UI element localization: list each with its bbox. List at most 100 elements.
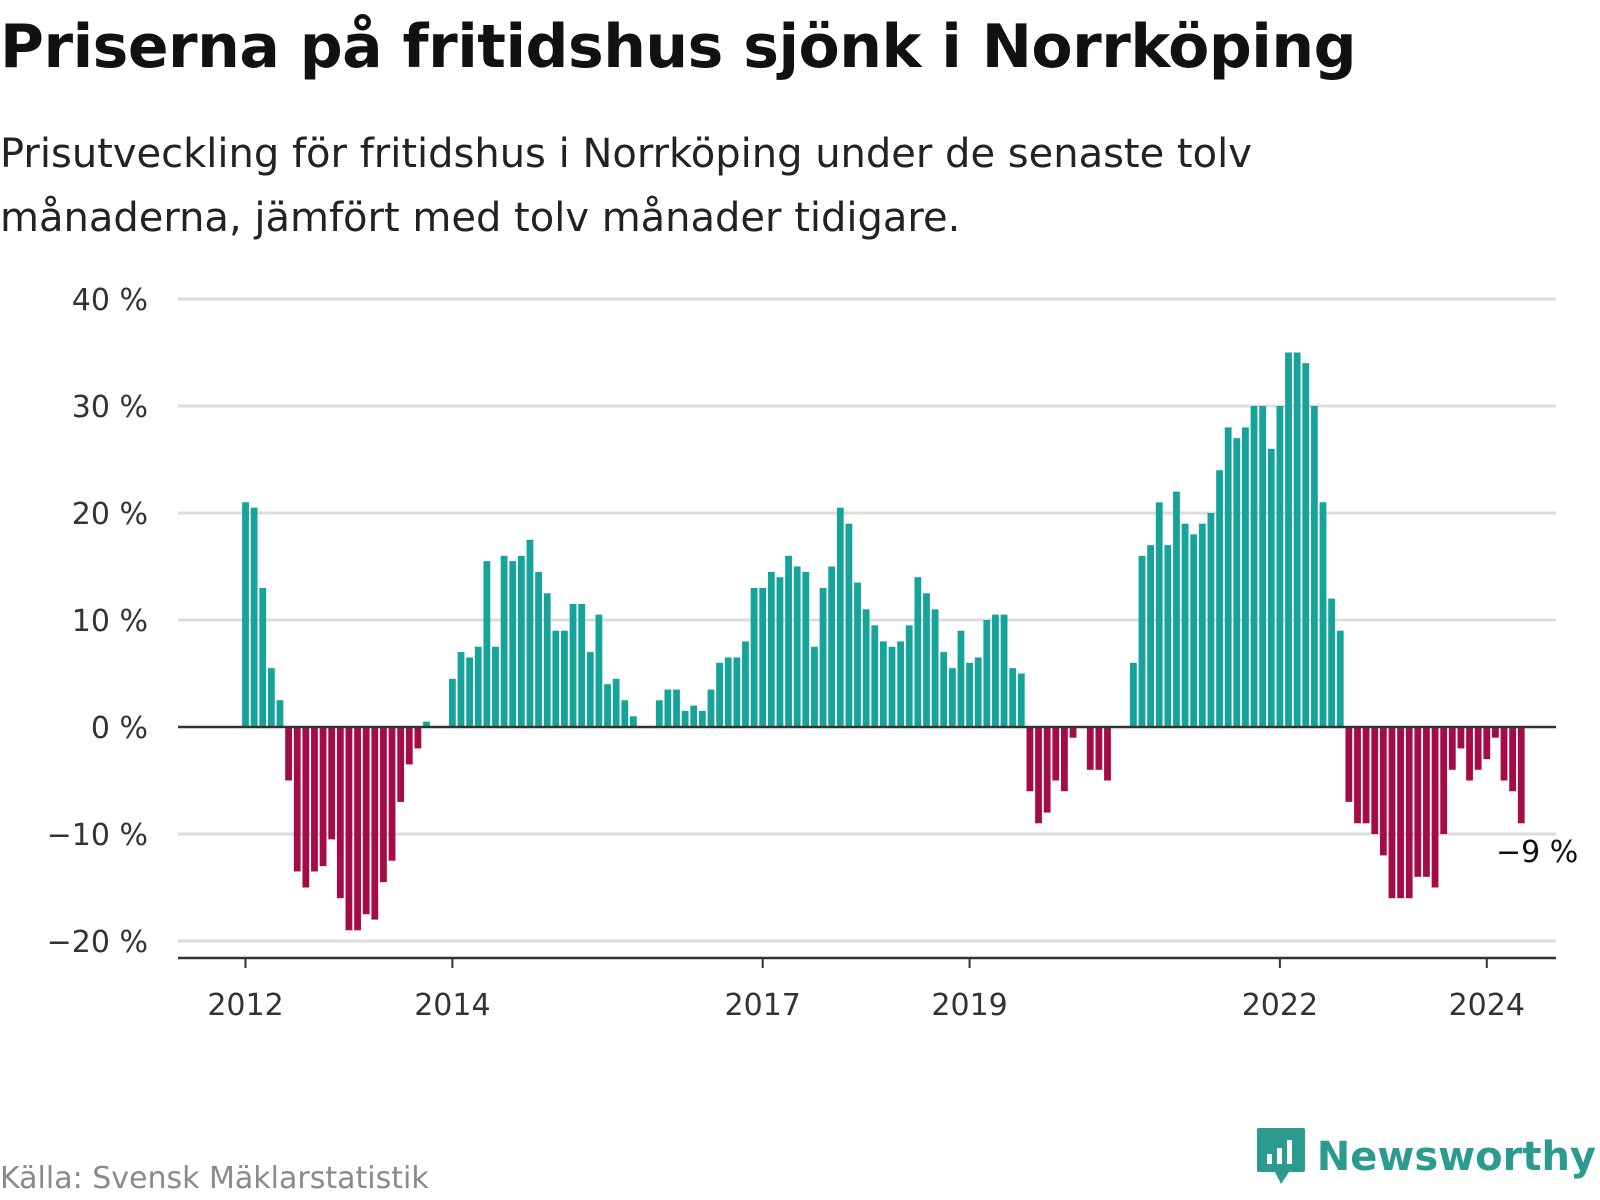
x-tick-label: 2019 bbox=[931, 988, 1007, 1023]
bar bbox=[828, 566, 836, 727]
bar bbox=[293, 727, 301, 872]
bar bbox=[1310, 406, 1318, 727]
bar bbox=[586, 652, 594, 727]
bar bbox=[785, 555, 792, 727]
bar bbox=[879, 641, 887, 727]
bar bbox=[1190, 534, 1198, 727]
y-tick-label: 40 % bbox=[72, 283, 148, 318]
bar bbox=[673, 689, 680, 727]
bar bbox=[716, 662, 723, 727]
bar bbox=[1500, 727, 1508, 781]
bar bbox=[1052, 727, 1060, 781]
y-tick-label: 30 % bbox=[72, 390, 148, 425]
bar bbox=[1440, 727, 1448, 834]
x-tick-label: 2022 bbox=[1242, 988, 1318, 1023]
bar bbox=[1285, 352, 1292, 727]
bar bbox=[345, 727, 353, 931]
bar bbox=[552, 630, 560, 727]
bar bbox=[802, 571, 810, 727]
bar bbox=[1362, 727, 1370, 824]
bar bbox=[1095, 727, 1103, 770]
bar bbox=[1414, 727, 1422, 877]
bar bbox=[914, 577, 922, 727]
bar bbox=[621, 700, 629, 727]
bar bbox=[569, 603, 577, 727]
x-tick-label: 2012 bbox=[207, 988, 283, 1023]
y-tick-label: 0 % bbox=[91, 711, 148, 746]
bar bbox=[819, 587, 827, 727]
bar bbox=[630, 716, 637, 727]
bar bbox=[526, 539, 534, 727]
bar bbox=[1104, 727, 1111, 781]
bar bbox=[500, 555, 508, 727]
bar bbox=[811, 646, 818, 727]
bar bbox=[1035, 727, 1042, 824]
bar bbox=[448, 678, 456, 727]
bar bbox=[311, 727, 318, 872]
bar bbox=[371, 727, 379, 920]
bar bbox=[561, 630, 568, 727]
bar bbox=[267, 668, 275, 727]
bar bbox=[1379, 727, 1387, 856]
bar bbox=[1164, 545, 1172, 727]
bar bbox=[362, 727, 370, 915]
bar bbox=[1242, 427, 1249, 727]
bar bbox=[1517, 727, 1525, 824]
chart-subtitle: Prisutveckling för fritidshus i Norrköpi… bbox=[0, 131, 1252, 241]
bar bbox=[871, 625, 879, 727]
y-tick-label: 10 % bbox=[72, 604, 148, 639]
bar bbox=[474, 646, 482, 727]
bar bbox=[380, 727, 387, 883]
bar bbox=[1216, 470, 1223, 727]
bar bbox=[776, 577, 784, 727]
bar bbox=[1069, 727, 1077, 738]
bar bbox=[1423, 727, 1430, 877]
bar bbox=[767, 571, 775, 727]
bar bbox=[1405, 727, 1413, 899]
bar bbox=[276, 700, 284, 727]
bar bbox=[759, 587, 767, 727]
bar bbox=[1155, 502, 1163, 727]
bar bbox=[543, 593, 551, 727]
bar bbox=[1043, 727, 1051, 813]
bar bbox=[1267, 448, 1275, 727]
bar bbox=[733, 657, 741, 727]
bar bbox=[423, 721, 430, 727]
bar bbox=[1138, 555, 1146, 727]
bar bbox=[1302, 363, 1310, 727]
bar bbox=[1061, 727, 1068, 792]
bar bbox=[923, 593, 930, 727]
bar bbox=[862, 609, 870, 727]
bar bbox=[397, 727, 405, 802]
bar bbox=[535, 571, 542, 727]
bar bbox=[319, 727, 327, 867]
bar bbox=[940, 652, 948, 727]
bar bbox=[750, 587, 758, 727]
bar bbox=[578, 603, 586, 727]
bar bbox=[612, 678, 620, 727]
bar bbox=[905, 625, 913, 727]
bar bbox=[931, 609, 939, 727]
bar bbox=[1371, 727, 1379, 834]
bar bbox=[1173, 491, 1180, 727]
bar bbox=[328, 727, 336, 840]
bar bbox=[242, 502, 249, 727]
bar bbox=[845, 523, 853, 727]
bar bbox=[1336, 630, 1344, 727]
bar bbox=[509, 561, 517, 727]
x-tick-label: 2017 bbox=[725, 988, 801, 1023]
bar bbox=[888, 646, 896, 727]
chart-title: Priserna på fritidshus sjönk i Norrköpin… bbox=[0, 12, 1357, 82]
bar bbox=[285, 727, 292, 781]
bar bbox=[793, 566, 801, 727]
last-value-label: −9 % bbox=[1496, 835, 1578, 870]
bar bbox=[1026, 727, 1034, 792]
bar bbox=[992, 614, 999, 727]
bar bbox=[966, 662, 973, 727]
bar bbox=[836, 507, 844, 727]
bar bbox=[1233, 438, 1241, 727]
bar bbox=[1483, 727, 1491, 760]
bar bbox=[707, 689, 715, 727]
bar bbox=[604, 684, 611, 727]
bar bbox=[957, 630, 965, 727]
